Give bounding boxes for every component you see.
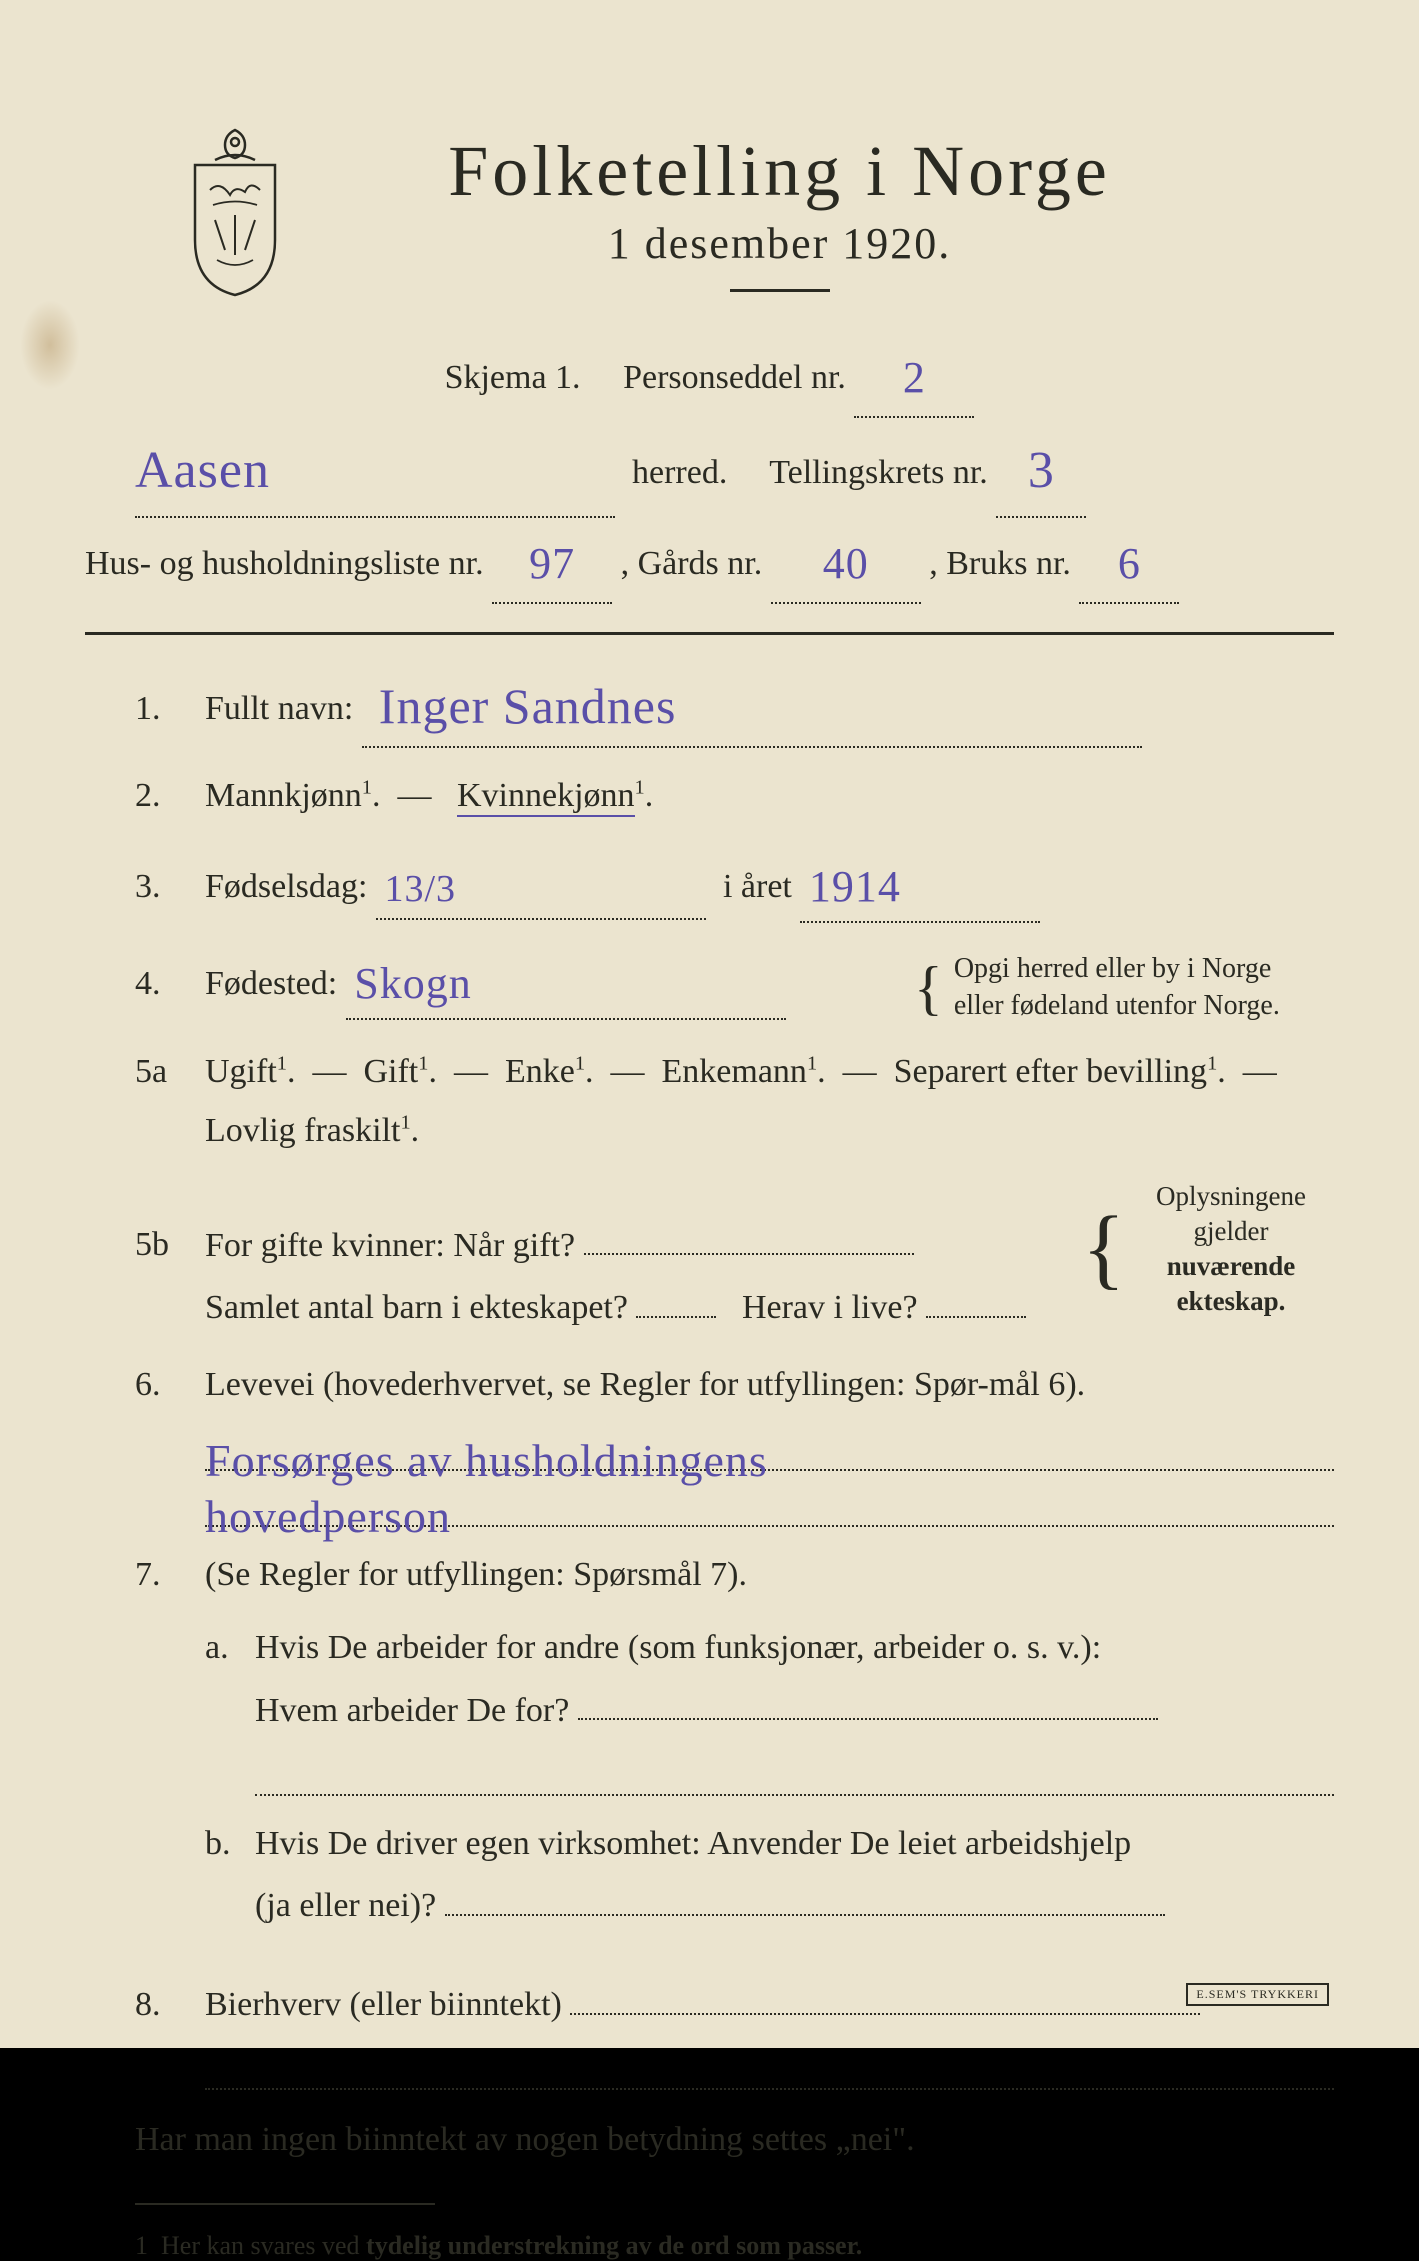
q5b-note-l2: gjelder nuværende: [1167, 1216, 1296, 1281]
q7-row: 7. (Se Regler for utfyllingen: Spørsmål …: [135, 1545, 1334, 1954]
closing-note: Har man ingen biinntekt av nogen betydni…: [135, 2108, 1334, 2173]
crest-svg: [165, 120, 305, 300]
title-block: Folketelling i Norge 1 desember 1920.: [345, 120, 1334, 322]
q7a-l1: Hvis De arbeider for andre (som funksjon…: [255, 1629, 1101, 1666]
q6-row: 6. Levevei (hovederhvervet, se Regler fo…: [135, 1355, 1334, 1527]
schema-line: Skjema 1. Personseddel nr. 2: [85, 332, 1334, 418]
q4-note-l1: Opgi herred eller by i Norge: [954, 953, 1272, 984]
krets-value: 3: [1028, 442, 1055, 499]
brace-icon-2: {: [1082, 1213, 1125, 1285]
q4-label: Fødested:: [205, 965, 337, 1002]
hus-label: Hus- og husholdningsliste nr.: [85, 545, 484, 582]
q3-label-a: Fødselsdag:: [205, 868, 367, 905]
q6-value-l2: hovedperson: [205, 1491, 451, 1542]
q5b-num: 5b: [135, 1226, 205, 1264]
q1-num: 1.: [135, 690, 205, 728]
footnote-rule: [135, 2203, 435, 2205]
q5b-note: { Oplysningene gjelder nuværende ekteska…: [1074, 1179, 1334, 1319]
bruks-value: 6: [1118, 539, 1141, 588]
q1-label: Fullt navn:: [205, 690, 353, 727]
q5b-note-l1: Oplysningene: [1156, 1181, 1306, 1211]
q7b-l1: Hvis De driver egen virksomhet: Anvender…: [255, 1825, 1131, 1862]
q5a-opt3: Enkemann: [662, 1053, 807, 1090]
sup-1b: 1: [635, 777, 645, 799]
q5b-note-l3: ekteskap.: [1177, 1286, 1286, 1316]
q2-num: 2.: [135, 777, 205, 815]
herred-label: herred.: [632, 454, 727, 491]
q7a-l2: Hvem arbeider De for?: [255, 1691, 569, 1728]
q7-num: 7.: [135, 1556, 205, 1594]
gards-label: , Gårds nr.: [621, 545, 763, 582]
section-rule: [85, 632, 1334, 635]
q4-row: 4. Fødested: Skogn { Opgi herred eller b…: [135, 941, 1334, 1024]
title-rule: [730, 289, 830, 292]
q1-value: Inger Sandnes: [379, 678, 677, 734]
bruks-label: , Bruks nr.: [929, 545, 1071, 582]
header-row: Folketelling i Norge 1 desember 1920.: [85, 120, 1334, 322]
brace-icon: {: [914, 964, 943, 1012]
q6-label: Levevei (hovederhvervet, se Regler for u…: [205, 1366, 1085, 1403]
footnote: 1 Her kan svares ved tydelig understrekn…: [135, 2231, 1334, 2261]
main-title: Folketelling i Norge: [345, 130, 1214, 213]
q5a-num: 5a: [135, 1053, 205, 1091]
q8-num: 8.: [135, 1986, 205, 2024]
q5b-row: 5b For gifte kvinner: Når gift? Samlet a…: [135, 1179, 1334, 1337]
census-form-page: Folketelling i Norge 1 desember 1920. Sk…: [0, 0, 1419, 2048]
schema-label-left: Skjema 1.: [445, 359, 581, 396]
q3-value-a: 13/3: [384, 868, 456, 910]
q5b-label-c: Herav i live?: [742, 1289, 918, 1326]
sup-1: 1: [362, 777, 372, 799]
q8-row: 8. Bierhverv (eller biinntekt): [135, 1972, 1334, 2090]
q5a-opt0: Ugift: [205, 1053, 277, 1090]
printer-mark: E.SEM'S TRYKKERI: [1186, 1983, 1329, 2006]
q4-value: Skogn: [354, 959, 471, 1008]
q5b-label-b: Samlet antal barn i ekteskapet?: [205, 1289, 628, 1326]
q2-row: 2. Mannkjønn1. — Kvinnekjønn1.: [135, 766, 1334, 826]
q7b-l2: (ja eller nei)?: [255, 1887, 436, 1924]
personseddel-nr-value: 2: [903, 353, 926, 402]
hus-value: 97: [529, 539, 575, 588]
q5a-row: 5a Ugift1. — Gift1. — Enke1. — Enkemann1…: [135, 1042, 1334, 1161]
q7-label: (Se Regler for utfyllingen: Spørsmål 7).: [205, 1556, 747, 1593]
q4-note-l2: eller fødeland utenfor Norge.: [954, 990, 1280, 1021]
herred-line: Aasen herred. Tellingskrets nr. 3: [135, 418, 1334, 519]
footnote-num: 1: [135, 2231, 148, 2260]
q6-num: 6.: [135, 1366, 205, 1404]
q2-option-b: Kvinnekjønn: [457, 777, 635, 817]
question-block: 1. Fullt navn: Inger Sandnes 2. Mannkjøn…: [135, 659, 1334, 2173]
gards-value: 40: [823, 539, 869, 588]
norway-coat-of-arms-icon: [165, 120, 305, 300]
q3-label-b: i året: [723, 868, 792, 905]
schema-label-right: Personseddel nr.: [623, 359, 846, 396]
q3-num: 3.: [135, 868, 205, 906]
q5a-opt2: Enke: [505, 1053, 575, 1090]
q7a-num: a.: [205, 1618, 255, 1678]
hus-line: Hus- og husholdningsliste nr. 97 , Gårds…: [85, 518, 1334, 604]
krets-label: Tellingskrets nr.: [769, 454, 988, 491]
q1-row: 1. Fullt navn: Inger Sandnes: [135, 659, 1334, 749]
paper-stain: [20, 300, 80, 390]
q3-value-b: 1914: [809, 862, 901, 911]
q5a-opt5: Lovlig fraskilt: [205, 1112, 400, 1149]
q5a-opt4: Separert efter bevilling: [894, 1053, 1207, 1090]
subtitle: 1 desember 1920.: [345, 218, 1214, 269]
q6-value-l1: Forsørges av husholdningens: [205, 1435, 768, 1486]
q5b-label-a: For gifte kvinner: Når gift?: [205, 1226, 575, 1263]
q5a-opt1: Gift: [363, 1053, 418, 1090]
q4-note: { Opgi herred eller by i Norge eller fød…: [914, 951, 1334, 1024]
q2-option-a: Mannkjønn: [205, 777, 362, 814]
q8-label: Bierhverv (eller biinntekt): [205, 1986, 562, 2023]
herred-value: Aasen: [135, 442, 270, 499]
q7b-num: b.: [205, 1814, 255, 1874]
q4-num: 4.: [135, 965, 205, 1003]
q3-row: 3. Fødselsdag: 13/3 i året 1914: [135, 844, 1334, 923]
